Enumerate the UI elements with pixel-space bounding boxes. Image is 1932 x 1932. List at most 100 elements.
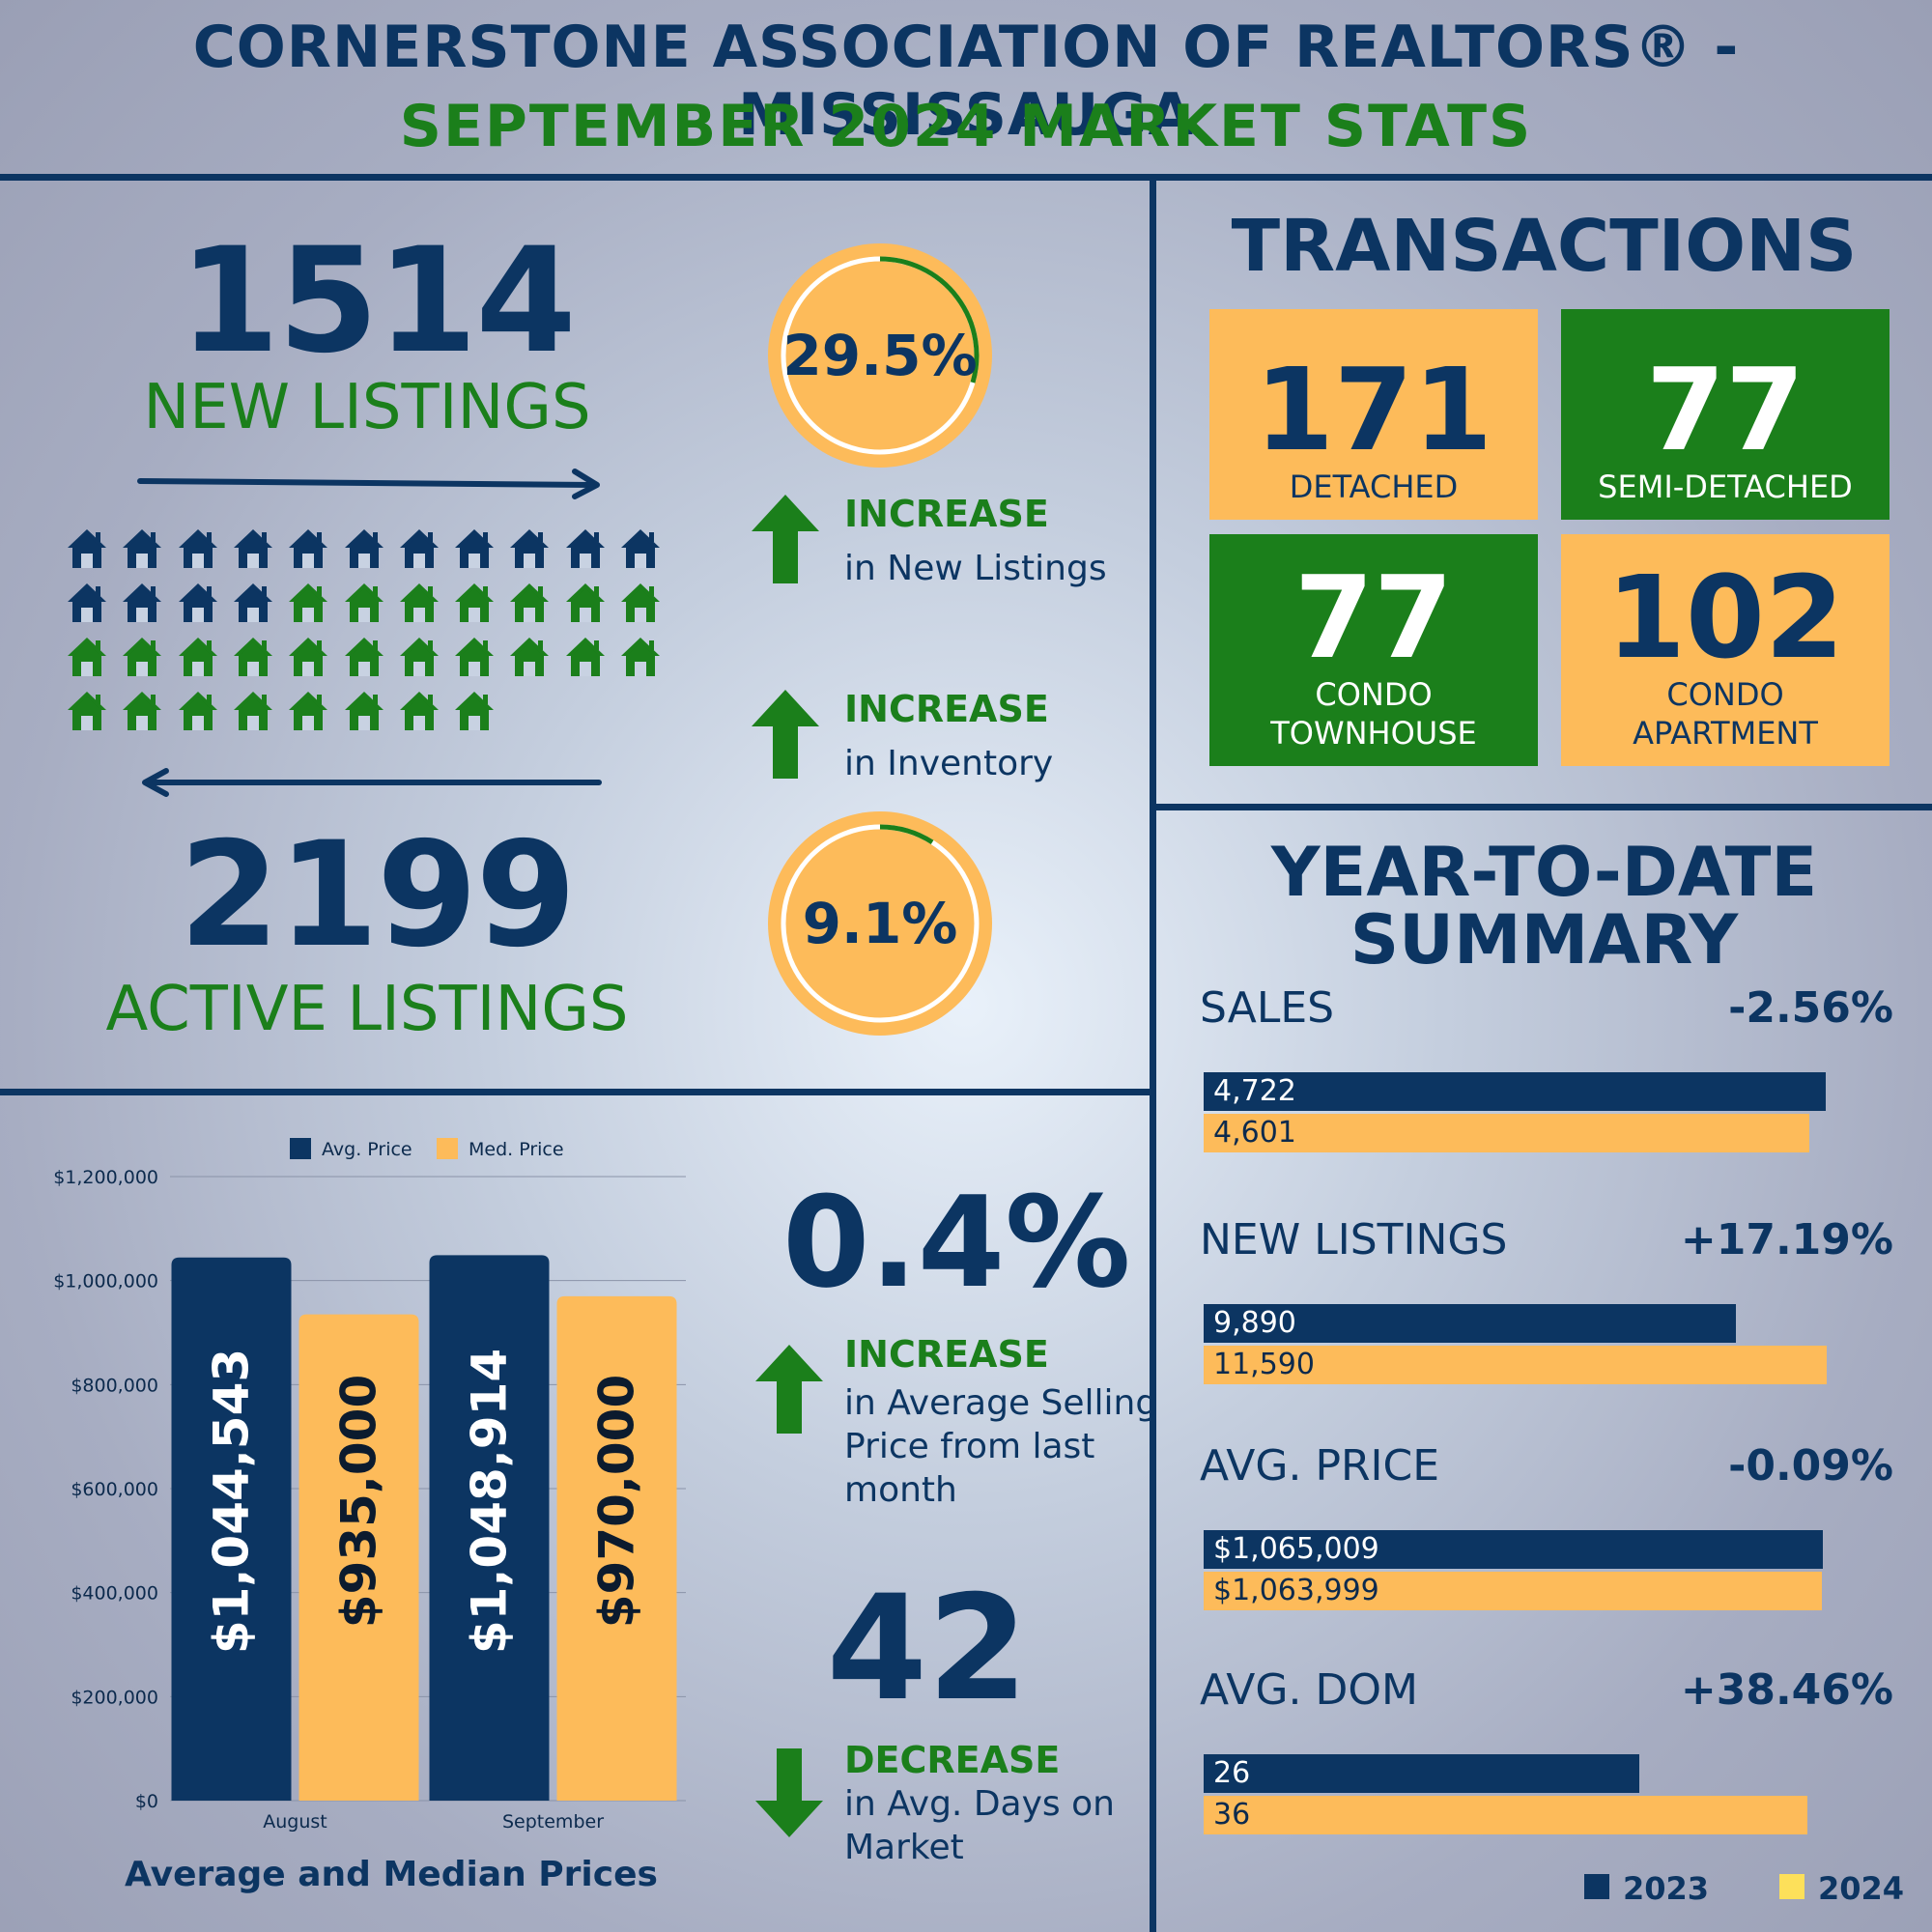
- sub-line: Market: [844, 1828, 964, 1867]
- ytd-bar-2023: 26: [1204, 1754, 1639, 1793]
- new-listings-increase-head: INCREASE: [844, 493, 1049, 535]
- house-icon: [565, 583, 605, 622]
- transaction-condo-townhouse: 77 CONDO TOWNHOUSE: [1209, 534, 1538, 766]
- house-icon: [123, 638, 162, 676]
- price-bar-chart: $0 $200,000 $400,000 $600,000 $800,000 $1,000…: [53, 1138, 686, 1894]
- house-icon: [621, 638, 660, 676]
- house-icon: [289, 692, 328, 730]
- avg-dom-value: 42: [826, 1565, 1029, 1733]
- avg-price-increase-sub: in Average Selling Price from last month: [844, 1381, 1157, 1512]
- bar-data-label: $935,000: [331, 1375, 387, 1629]
- y-tick-label: $800,000: [71, 1375, 158, 1396]
- transaction-label: APARTMENT: [1633, 715, 1818, 752]
- sub-line: in Avg. Days on: [844, 1784, 1115, 1824]
- divider-top: [0, 174, 1932, 181]
- avg-price-increase-head: INCREASE: [844, 1333, 1049, 1376]
- house-icon: [455, 583, 495, 622]
- ytd-bar-2024: 4,601: [1204, 1114, 1809, 1152]
- x-tick-label: September: [502, 1811, 604, 1833]
- bar-avg-september: [429, 1255, 550, 1801]
- house-icon: [510, 638, 550, 676]
- page-subtitle: SEPTEMBER 2024 MARKET STATS: [399, 93, 1533, 160]
- house-icon: [621, 583, 660, 622]
- divider-right-mid: [1151, 804, 1932, 810]
- bar-med-august: [298, 1314, 419, 1801]
- ytd-bar-2024: 36: [1204, 1796, 1807, 1834]
- bar-data-label: $1,044,543: [204, 1349, 260, 1654]
- ytd-bar-2024: $1,063,999: [1204, 1572, 1822, 1610]
- transaction-value: 77: [1645, 343, 1805, 476]
- house-icon: [455, 529, 495, 568]
- house-icon: [123, 692, 162, 730]
- house-icon: [399, 638, 439, 676]
- house-icon: [68, 638, 106, 676]
- page-title: CORNERSTONE ASSOCIATION OF REALTORS® - M…: [192, 14, 1740, 149]
- house-icon: [510, 529, 550, 568]
- house-icon: [621, 529, 660, 568]
- y-tick-label: $0: [135, 1791, 158, 1812]
- arrow-up-icon: [752, 495, 819, 583]
- legend-label: Avg. Price: [322, 1139, 412, 1160]
- bar-data-label: $970,000: [589, 1375, 645, 1629]
- x-tick-label: August: [263, 1811, 327, 1833]
- house-icon: [233, 692, 272, 730]
- dom-decrease-sub: in Avg. Days on Market: [844, 1782, 1115, 1869]
- ytd-title-line: SUMMARY: [1350, 900, 1739, 980]
- house-icon: [123, 529, 162, 568]
- ytd-row-label: AVG. DOM: [1200, 1665, 1418, 1715]
- new-listings-label: NEW LISTINGS: [143, 372, 591, 443]
- bar-med-september: [556, 1295, 677, 1801]
- house-icon: [344, 638, 384, 676]
- house-icon: [399, 583, 439, 622]
- transaction-condo-apartment: 102 CONDO APARTMENT: [1561, 534, 1889, 766]
- house-icon: [510, 583, 550, 622]
- sub-line: month: [844, 1470, 957, 1510]
- transactions-title: TRANSACTIONS: [1231, 205, 1858, 288]
- ytd-row-pct: +17.19%: [1680, 1215, 1893, 1264]
- ytd-title-line: YEAR-TO-DATE: [1270, 833, 1818, 912]
- bar-avg-august: [171, 1257, 292, 1801]
- legend-swatch-2024: [1779, 1874, 1804, 1899]
- chart-title: Average and Median Prices: [125, 1855, 658, 1894]
- legend-swatch-2023: [1584, 1874, 1609, 1899]
- transaction-value: 171: [1254, 343, 1493, 476]
- house-icon-grid: [66, 527, 684, 740]
- y-tick-label: $200,000: [71, 1687, 158, 1708]
- transaction-value: 102: [1605, 551, 1845, 684]
- ytd-row-pct: +38.46%: [1680, 1665, 1893, 1715]
- active-listings-value: 2199: [179, 811, 576, 980]
- ytd-row-pct: -2.56%: [1728, 983, 1893, 1033]
- house-icon: [289, 529, 328, 568]
- new-listings-pct: 29.5%: [782, 323, 978, 388]
- house-icon: [399, 692, 439, 730]
- divider-vertical: [1150, 180, 1156, 1932]
- ytd-row-label: SALES: [1200, 983, 1335, 1033]
- y-tick-label: $1,200,000: [53, 1167, 158, 1188]
- house-icon: [233, 529, 272, 568]
- house-icon: [68, 583, 106, 622]
- ytd-bar-2023: $1,065,009: [1204, 1530, 1823, 1569]
- y-tick-label: $400,000: [71, 1583, 158, 1605]
- legend-swatch: [437, 1138, 458, 1159]
- active-listings-label: ACTIVE LISTINGS: [105, 974, 629, 1045]
- transaction-label: TOWNHOUSE: [1270, 715, 1477, 752]
- house-icon: [123, 583, 162, 622]
- transaction-label: CONDO: [1315, 676, 1433, 713]
- house-icon: [344, 529, 384, 568]
- divider-left-mid: [0, 1089, 1151, 1095]
- house-icon: [68, 529, 106, 568]
- house-icon: [178, 529, 217, 568]
- transaction-detached: 171 DETACHED: [1209, 309, 1538, 520]
- transaction-label: SEMI-DETACHED: [1598, 469, 1853, 505]
- new-listings-value: 1514: [179, 217, 576, 385]
- avg-price-change-pct: 0.4%: [782, 1169, 1131, 1316]
- new-listings-pct-circle: 29.5%: [768, 243, 992, 468]
- house-icon: [289, 583, 328, 622]
- new-listings-increase-sub: in New Listings: [844, 549, 1107, 588]
- arrow-down-icon: [755, 1748, 823, 1837]
- house-icon: [233, 638, 272, 676]
- house-icon: [289, 638, 328, 676]
- ytd-bar-2024: 11,590: [1204, 1346, 1827, 1384]
- legend-label-2023: 2023: [1623, 1870, 1710, 1907]
- y-tick-label: $1,000,000: [53, 1271, 158, 1293]
